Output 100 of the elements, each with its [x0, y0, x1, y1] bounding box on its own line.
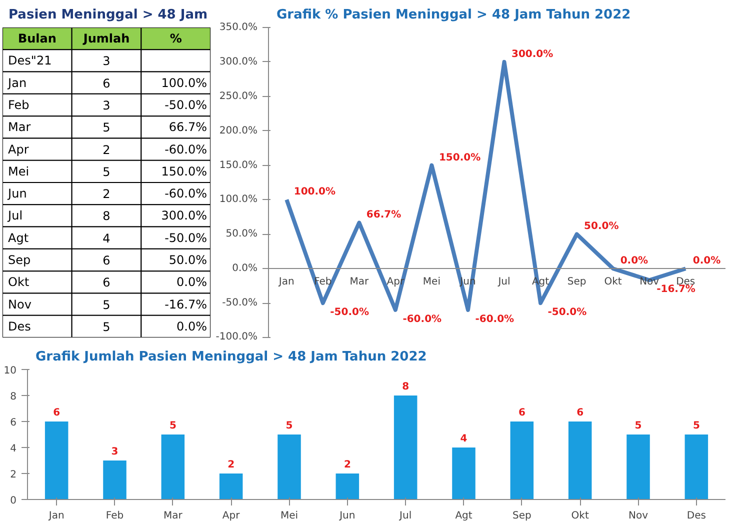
category-label: Des [8, 319, 31, 334]
category-label: Agt [8, 230, 29, 245]
data-label: 6 [102, 76, 110, 90]
data-label: 50.0% [584, 221, 619, 232]
y-tick-label: 300.0% [219, 56, 258, 68]
category-label: Jan [7, 76, 27, 90]
data-label: 300.0% [512, 48, 554, 60]
bar [568, 422, 592, 500]
data-label: -60.0% [402, 314, 442, 325]
x-tick-label: Jul [497, 276, 510, 288]
y-tick-label: 6 [10, 418, 17, 428]
data-label: -16.7% [164, 297, 208, 312]
data-label: 5 [102, 320, 110, 334]
data-label: 150.0% [161, 164, 208, 178]
category-label: Jun [7, 186, 27, 201]
bar [103, 460, 126, 500]
y-tick-label: 200.0% [219, 125, 258, 136]
bar [44, 422, 68, 500]
x-tick-label: Feb [106, 510, 124, 522]
y-tick-label: 8 [10, 392, 17, 402]
y-tick-label: 350.0% [219, 22, 258, 33]
data-label: 4 [460, 434, 468, 444]
x-tick-label: Sep [567, 276, 586, 288]
bar [510, 422, 534, 500]
data-label: 100.0% [294, 186, 336, 198]
category-label: Mei [8, 164, 30, 178]
data-label: 150.0% [438, 152, 481, 164]
data-label: 8 [402, 382, 410, 392]
x-tick-label: Nov [628, 510, 648, 522]
data-label: 66.7% [366, 210, 402, 221]
data-label: 6 [102, 276, 110, 290]
x-tick-label: Jun [338, 510, 356, 522]
x-tick-label: Okt [571, 510, 589, 522]
data-label: 0.0% [620, 256, 648, 267]
x-tick-label: Mei [422, 276, 440, 288]
category-label: Sep [8, 253, 31, 267]
x-tick-label: Sep [512, 510, 532, 522]
x-tick-label: Mar [350, 276, 370, 288]
data-label: 2 [102, 142, 110, 157]
x-tick-label: Jan [48, 510, 64, 522]
y-tick-label: 2 [10, 470, 17, 480]
x-tick-label: Mar [163, 510, 184, 522]
data-label: 0.0% [176, 319, 208, 334]
category-label: Des"21 [8, 54, 52, 68]
data-label: -60.0% [164, 186, 208, 201]
category-label: Apr [8, 142, 29, 156]
y-tick-label: -50.0% [222, 298, 258, 309]
data-label: 100.0% [161, 76, 208, 90]
bar [219, 474, 243, 500]
data-label: 4 [102, 231, 110, 246]
data-label: 3 [111, 446, 118, 458]
x-tick-label: Des [686, 510, 706, 522]
bar [336, 474, 360, 500]
category-label: Feb [8, 98, 30, 112]
x-tick-label: Mei [280, 510, 298, 522]
y-tick-label: -100.0% [216, 332, 258, 342]
x-tick-label: Agt [455, 510, 472, 522]
bar [452, 448, 476, 500]
data-label: 300.0% [161, 208, 208, 223]
x-tick-label: Jan [278, 276, 294, 288]
text: % [170, 32, 182, 46]
data-label: 2 [102, 187, 110, 202]
data-label: 6 [576, 408, 584, 418]
data-label: 2 [344, 460, 351, 470]
data-label: 66.7% [168, 120, 208, 134]
x-tick-label: Okt [604, 276, 622, 288]
category-label: Nov [8, 297, 32, 312]
bar [626, 434, 650, 500]
data-label: 5 [286, 420, 293, 432]
data-label: 50.0% [168, 253, 208, 267]
chart-title: Grafik % Pasien Meninggal > 48 Jam Tahun 2022 [276, 8, 631, 22]
data-label: -60.0% [164, 142, 208, 156]
data-label: 6 [102, 254, 110, 268]
data-label: 8 [102, 209, 110, 224]
category-label: Mar [8, 120, 31, 134]
bar [278, 434, 301, 500]
y-tick-label: 150.0% [219, 160, 258, 171]
data-label: -60.0% [475, 314, 514, 325]
y-tick-label: 10 [4, 366, 17, 376]
text: Bulan [18, 32, 56, 46]
y-tick-label: 250.0% [219, 90, 258, 102]
data-label: 5 [634, 420, 642, 432]
data-label: 5 [102, 298, 110, 312]
y-tick-label: 0.0% [232, 263, 258, 274]
bar [684, 434, 708, 500]
data-label: 6 [518, 408, 526, 418]
y-tick-label: 0 [10, 496, 17, 506]
data-label: 3 [102, 98, 110, 112]
chart-title: Grafik Jumlah Pasien Meninggal > 48 Jam Tahun 2022 [36, 350, 427, 364]
data-label: 5 [169, 420, 176, 432]
category-label: Jul [7, 208, 23, 223]
y-tick-label: 50.0% [226, 228, 258, 240]
data-label: 6 [53, 408, 60, 418]
data-label: 3 [102, 54, 110, 68]
x-tick-label: Apr [222, 510, 241, 522]
data-label: 5 [102, 120, 110, 135]
data-label: 0.0% [692, 256, 721, 267]
data-label: -50.0% [164, 230, 208, 245]
data-label: 0.0% [176, 275, 208, 290]
y-tick-label: 100.0% [219, 194, 258, 206]
